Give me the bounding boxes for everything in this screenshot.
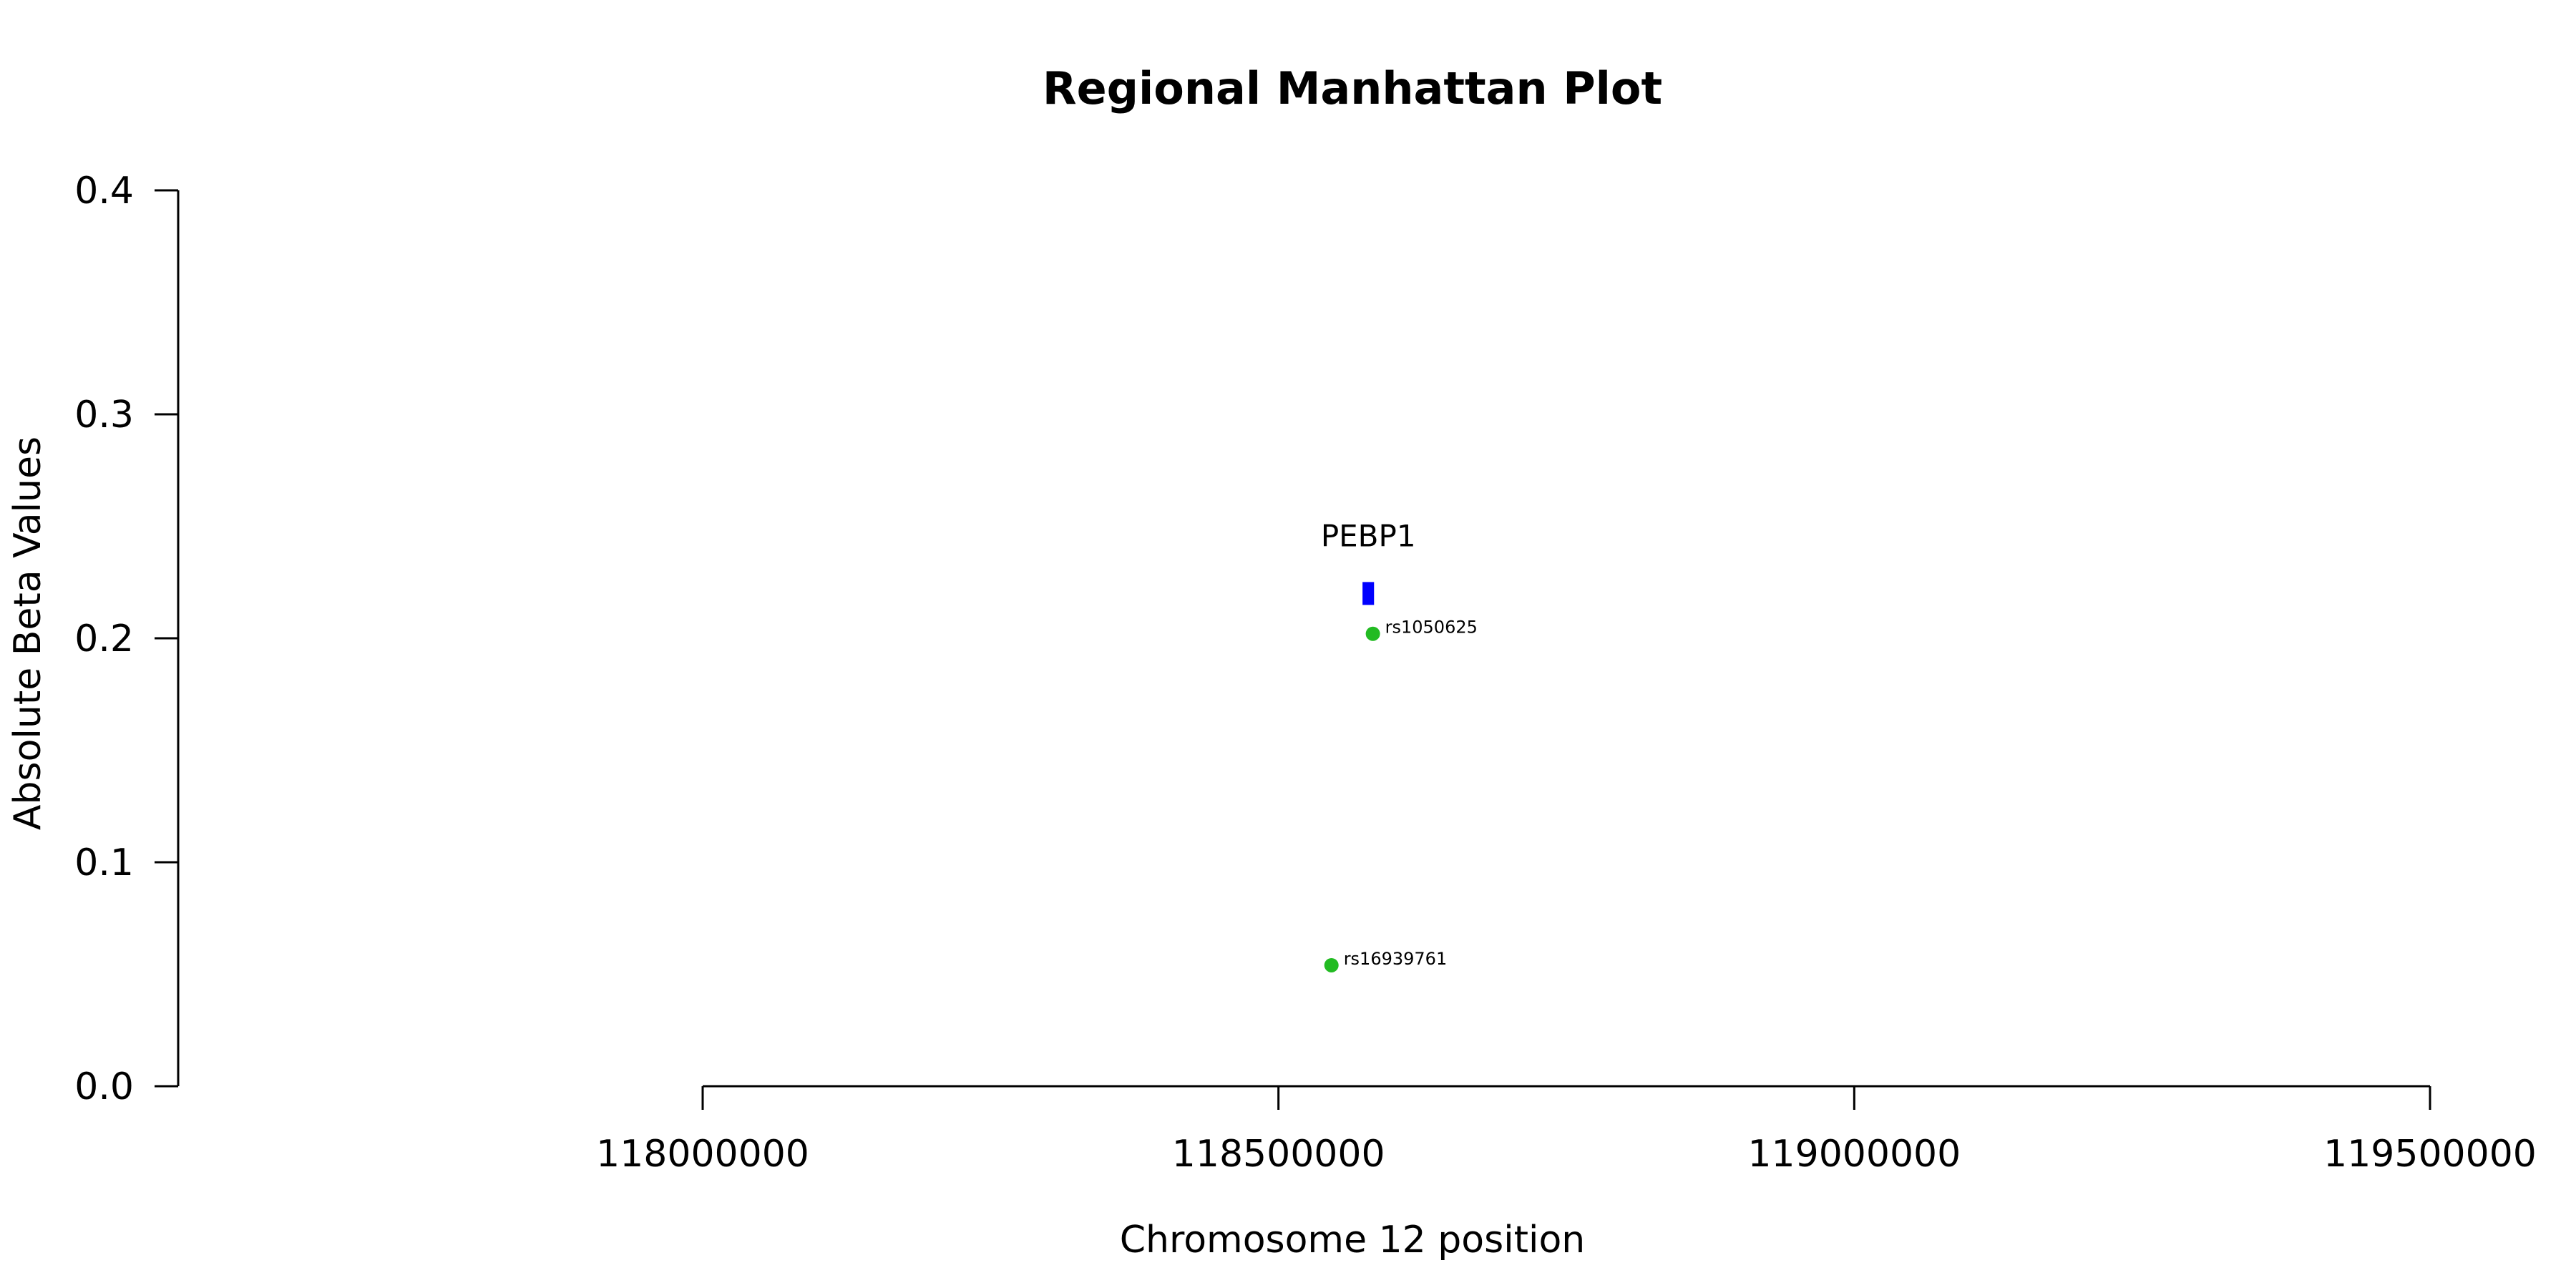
- y-tick-label: 0.0: [74, 1065, 134, 1108]
- snp-point: [1365, 626, 1380, 641]
- y-axis-label: Absolute Beta Values: [6, 436, 49, 830]
- y-axis-ticks: 0.0 0.1 0.2 0.3 0.4: [74, 170, 178, 1108]
- snp-label: rs1050625: [1385, 618, 1478, 638]
- x-tick-label: 119500000: [2323, 1133, 2537, 1176]
- x-tick-label: 118000000: [596, 1133, 809, 1176]
- x-tick-label: 119000000: [1747, 1133, 1961, 1176]
- gene-label: PEBP1: [1321, 518, 1416, 553]
- x-axis-label: Chromosome 12 position: [1120, 1219, 1586, 1262]
- gene-bar: [1362, 582, 1375, 605]
- x-axis: 118000000 118500000 119000000 119500000: [596, 1085, 2537, 1176]
- chart-title: Regional Manhattan Plot: [1043, 62, 1662, 114]
- gene-annotations: PEBP1: [1321, 518, 1416, 605]
- snp-points: rs1050625 rs16939761: [1324, 618, 1478, 972]
- snp-label: rs16939761: [1344, 949, 1448, 969]
- y-tick-label: 0.2: [74, 618, 134, 660]
- x-tick-label: 118500000: [1172, 1133, 1385, 1176]
- snp-point: [1324, 957, 1339, 972]
- y-tick-label: 0.1: [74, 841, 134, 884]
- y-tick-label: 0.4: [74, 170, 134, 213]
- y-tick-label: 0.3: [74, 394, 134, 436]
